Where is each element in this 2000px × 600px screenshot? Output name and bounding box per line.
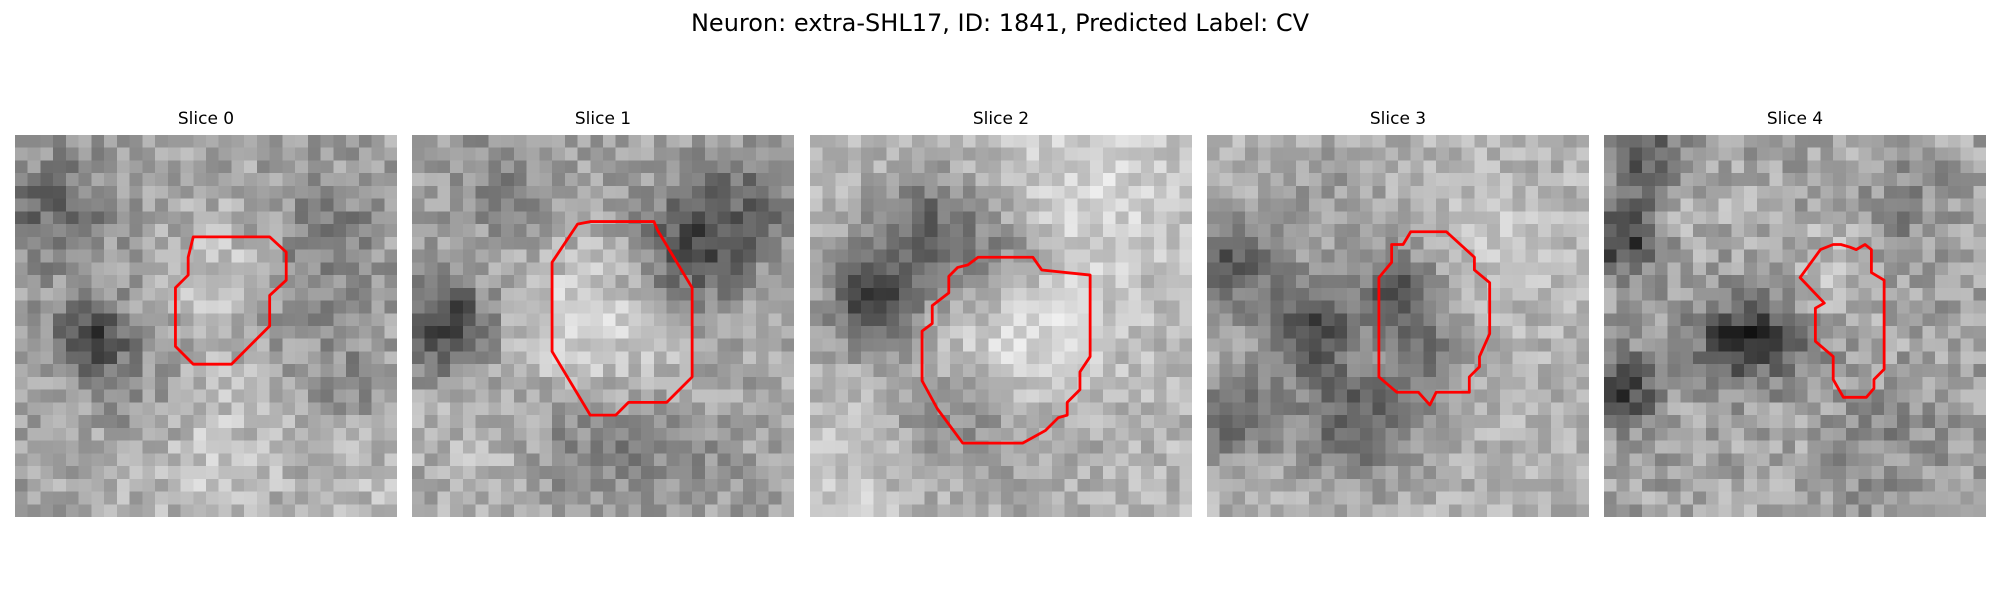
slice-title-3: Slice 3 [1369,109,1427,129]
slice-image-0 [15,135,397,517]
figure-title: Neuron: extra-SHL17, ID: 1841, Predicted… [690,9,1310,37]
slice-title-0: Slice 0 [177,109,235,129]
slice-image-2 [810,135,1192,517]
slice-title-1: Slice 1 [574,109,632,129]
slice-panel-2: Slice 2 [810,108,1192,517]
segmentation-contour-1 [550,220,694,417]
segmentation-contour-0 [174,235,288,366]
segmentation-contour-3 [1377,230,1492,407]
slice-image-3 [1207,135,1589,517]
slice-panel-0: Slice 0 [15,108,397,517]
slice-title-4: Slice 4 [1766,109,1824,129]
segmentation-contour-2 [920,255,1092,445]
slice-image-1 [412,135,794,517]
slice-panel-1: Slice 1 [412,108,794,517]
slice-title-2: Slice 2 [972,109,1030,129]
slice-panel-3: Slice 3 [1207,108,1589,517]
slice-image-4 [1604,135,1986,517]
slice-panel-4: Slice 4 [1604,108,1986,517]
segmentation-contour-4 [1798,243,1886,399]
